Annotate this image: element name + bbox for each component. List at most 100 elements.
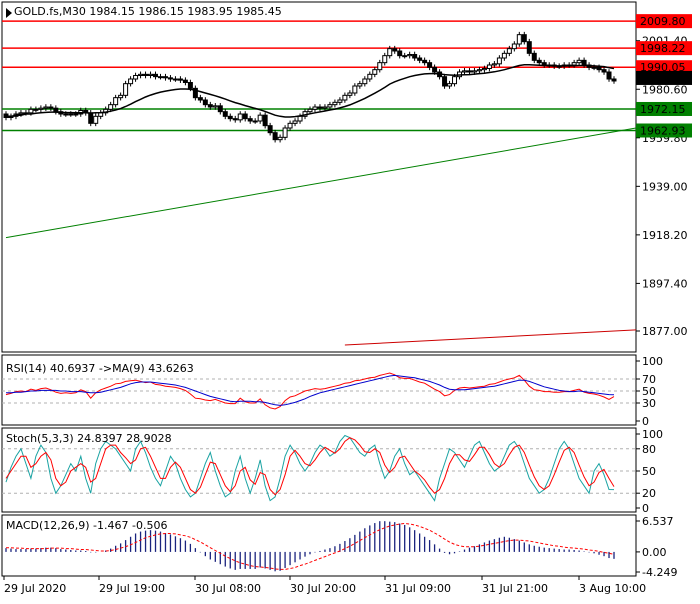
candle[interactable] (272, 129, 278, 143)
candle[interactable] (123, 80, 129, 99)
candle[interactable] (167, 75, 173, 82)
candle[interactable] (387, 45, 393, 59)
candle[interactable] (217, 103, 223, 115)
candle[interactable] (43, 104, 49, 111)
candle-body (536, 59, 542, 64)
macd-pane[interactable]: 6.537 0.00 -4.249 (1, 514, 677, 579)
candle[interactable] (531, 50, 537, 64)
candle[interactable] (377, 59, 383, 73)
candle[interactable] (53, 105, 59, 115)
candle[interactable] (267, 122, 273, 136)
candle[interactable] (113, 94, 119, 108)
candle[interactable] (367, 71, 373, 82)
candle[interactable] (506, 45, 512, 57)
candle[interactable] (606, 69, 612, 82)
candle[interactable] (407, 51, 413, 59)
candle[interactable] (317, 104, 323, 111)
candle[interactable] (287, 120, 293, 131)
candle[interactable] (516, 31, 522, 47)
candle[interactable] (611, 76, 617, 84)
candle[interactable] (172, 76, 178, 82)
stochastic-pane[interactable]: 100 80 50 20 0 (1, 427, 663, 515)
candle[interactable] (38, 105, 44, 113)
candle[interactable] (153, 71, 159, 80)
candle[interactable] (262, 112, 268, 129)
candle[interactable] (128, 76, 134, 87)
candle[interactable] (536, 57, 542, 66)
candle[interactable] (312, 104, 318, 113)
candle[interactable] (322, 104, 328, 111)
candle[interactable] (247, 115, 253, 124)
candle[interactable] (412, 51, 418, 61)
candle[interactable] (157, 73, 163, 80)
candle[interactable] (352, 83, 358, 96)
candle[interactable] (197, 94, 203, 103)
candle[interactable] (476, 66, 482, 74)
x-tick-label: 29 Jul 2020 (4, 582, 66, 595)
candle[interactable] (526, 38, 532, 57)
candle[interactable] (337, 97, 343, 106)
candle[interactable] (327, 101, 333, 110)
candle[interactable] (252, 118, 258, 124)
candle[interactable] (232, 115, 238, 123)
candle[interactable] (576, 57, 582, 66)
candle[interactable] (143, 71, 149, 79)
candle[interactable] (222, 108, 228, 120)
candle[interactable] (133, 72, 139, 82)
candle[interactable] (292, 118, 298, 127)
candle[interactable] (202, 97, 208, 108)
candle[interactable] (491, 61, 497, 68)
candle[interactable] (442, 73, 448, 89)
candle[interactable] (282, 125, 288, 141)
candle[interactable] (103, 106, 109, 116)
candle[interactable] (148, 71, 154, 79)
candle[interactable] (98, 110, 104, 120)
candle[interactable] (466, 68, 472, 75)
candle[interactable] (372, 66, 378, 78)
candle[interactable] (108, 101, 114, 113)
candle[interactable] (461, 68, 467, 75)
candle-body (192, 87, 198, 99)
candle[interactable] (192, 85, 198, 101)
candle[interactable] (332, 99, 338, 108)
candle[interactable] (511, 41, 517, 52)
candle[interactable] (33, 106, 39, 113)
candle[interactable] (447, 80, 453, 89)
candle[interactable] (481, 65, 487, 73)
candle[interactable] (496, 55, 502, 67)
candle[interactable] (242, 111, 248, 122)
candle[interactable] (397, 48, 403, 59)
candle[interactable] (601, 66, 607, 75)
candle[interactable] (347, 90, 353, 99)
candle[interactable] (177, 76, 183, 83)
candle[interactable] (501, 50, 507, 61)
candle[interactable] (362, 76, 368, 87)
candle[interactable] (417, 55, 423, 64)
candle[interactable] (212, 103, 218, 110)
candle[interactable] (93, 113, 99, 127)
candle[interactable] (382, 52, 388, 66)
candle[interactable] (392, 45, 398, 54)
candle[interactable] (486, 62, 492, 72)
candle[interactable] (402, 52, 408, 59)
candle[interactable] (207, 101, 213, 110)
candle[interactable] (427, 59, 433, 71)
candle[interactable] (48, 104, 54, 111)
trendline-0[interactable] (5, 127, 637, 239)
trendline-1[interactable] (344, 329, 637, 346)
candle[interactable] (227, 113, 233, 122)
candle[interactable] (521, 31, 527, 45)
candle[interactable] (357, 80, 363, 89)
candle[interactable] (182, 77, 188, 86)
candle[interactable] (422, 57, 428, 66)
candle[interactable] (118, 92, 124, 101)
candle[interactable] (138, 71, 144, 79)
candle[interactable] (162, 73, 168, 81)
candle[interactable] (257, 112, 263, 124)
price-pane[interactable]: 2001.401980.601959.801939.001918.201897.… (1, 1, 692, 353)
candle[interactable] (277, 134, 283, 143)
candle[interactable] (237, 111, 243, 123)
candle[interactable] (342, 92, 348, 103)
